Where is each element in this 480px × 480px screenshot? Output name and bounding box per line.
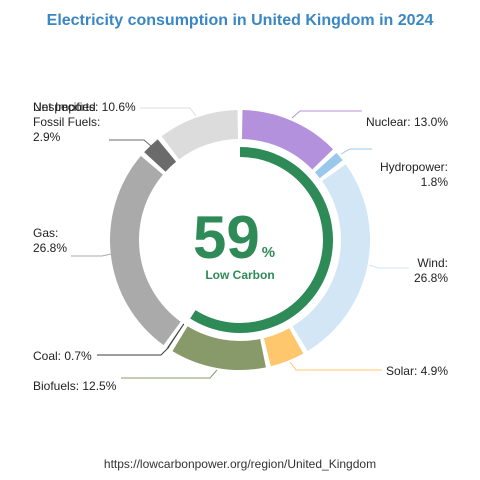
- leader-gas: [71, 253, 112, 257]
- slice-biofuels: [172, 326, 266, 370]
- leader-coal: [97, 346, 170, 356]
- leader-nuclear: [291, 110, 362, 119]
- label-coal: Coal: 0.7%: [33, 349, 92, 363]
- leader-wind: [368, 264, 409, 269]
- label-nuclear: Nuclear: 13.0%: [366, 115, 448, 129]
- slice-solar: [263, 328, 304, 367]
- label-gas: Gas: 26.8%: [33, 226, 67, 255]
- slice-hydropower: [314, 152, 343, 179]
- leader-net-imports: [140, 107, 197, 117]
- center-value: 59: [193, 204, 260, 271]
- leader-unspecified-fossil-fuels: [109, 139, 152, 147]
- slice-unspecified-fossil-fuels: [144, 139, 177, 172]
- center-unit: %: [262, 244, 275, 261]
- label-solar: Solar: 4.9%: [386, 364, 448, 378]
- leader-solar: [289, 361, 382, 371]
- source-url: https://lowcarbonpower.org/region/United…: [104, 457, 376, 471]
- ring-group: [110, 110, 370, 370]
- label-group: Nuclear: 13.0% Hydropower: 1.8% Wind: 26.8% S…: [33, 100, 448, 393]
- label-wind: Wind: 26.8%: [414, 256, 448, 285]
- slice-net-imports: [161, 110, 239, 160]
- center-caption: Low Carbon: [205, 268, 274, 282]
- chart-title: Electricity consumption in United Kingdo…: [47, 12, 434, 29]
- slice-wind: [292, 164, 370, 352]
- low-carbon-arc: [190, 147, 333, 333]
- leader-hydropower: [340, 148, 372, 155]
- leader-biofuels: [121, 369, 218, 379]
- label-net-imports: Net Imports: 10.6%: [33, 100, 136, 114]
- slice-nuclear: [241, 110, 334, 170]
- slice-coal: [167, 323, 185, 349]
- label-hydropower: Hydropower: 1.8%: [380, 160, 448, 189]
- label-biofuels: Biofuels: 12.5%: [33, 379, 117, 393]
- center-value-group: 59%: [193, 204, 275, 271]
- slice-gas: [110, 155, 181, 346]
- label-unspecified-fossil-fuels: Unspecified Fossil Fuels: 2.9%: [33, 100, 100, 144]
